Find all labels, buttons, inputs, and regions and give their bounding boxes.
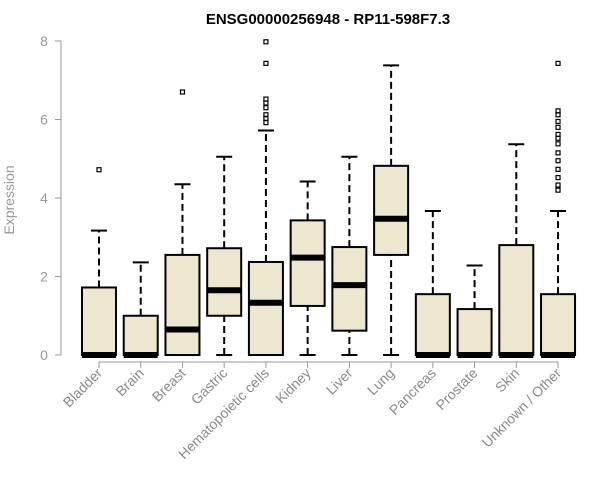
outlier-point xyxy=(555,131,561,138)
box-rect xyxy=(414,293,451,357)
outlier-point xyxy=(263,60,269,66)
outlier-point xyxy=(263,112,269,118)
x-tick-label: Prostate xyxy=(433,365,481,413)
x-tick-label: Bladder xyxy=(60,365,106,411)
y-tick-label: 2 xyxy=(40,269,48,285)
outlier-point xyxy=(555,174,561,181)
box-unknown-other xyxy=(540,60,577,358)
box-rect xyxy=(206,247,243,317)
outlier-point xyxy=(555,60,561,66)
outlier-point xyxy=(263,105,269,111)
outlier-point xyxy=(555,150,561,156)
outlier-point xyxy=(555,166,561,172)
box-rect xyxy=(289,219,326,307)
outlier-point xyxy=(555,141,561,147)
box-rect xyxy=(81,286,117,356)
box-kidney xyxy=(289,180,326,356)
box-gastric xyxy=(206,155,243,356)
y-tick-label: 4 xyxy=(40,190,48,206)
x-tick-label: Lung xyxy=(364,365,397,398)
box-hematopoietic-cells xyxy=(247,39,284,357)
box-rect xyxy=(456,308,493,357)
outlier-point xyxy=(263,96,269,102)
x-tick-label: Skin xyxy=(492,365,523,396)
chart-title: ENSG00000256948 - RP11-598F7.3 xyxy=(206,11,450,28)
y-axis-label: Expression xyxy=(1,165,17,234)
box-rect xyxy=(164,253,201,357)
outlier-point xyxy=(555,118,561,125)
outlier-point xyxy=(555,158,561,164)
y-axis: 0 2 4 6 8 xyxy=(40,33,62,363)
y-tick-label: 0 xyxy=(40,347,48,363)
outlier-point xyxy=(96,167,102,173)
outlier-point xyxy=(555,187,561,193)
box-breast xyxy=(164,89,201,357)
x-tick-label: Liver xyxy=(323,365,356,398)
outlier-point xyxy=(555,182,561,188)
outlier-point xyxy=(263,39,269,45)
box-liver xyxy=(331,155,368,356)
box-rect xyxy=(540,293,577,357)
y-tick-label: 8 xyxy=(40,33,48,49)
box-rect xyxy=(498,244,535,357)
box-bladder xyxy=(81,167,117,358)
x-tick-label: Kidney xyxy=(272,365,314,407)
box-rect xyxy=(331,246,368,332)
box-pancreas xyxy=(414,209,451,358)
boxes-group xyxy=(81,39,577,358)
x-tick-label: Breast xyxy=(149,365,189,405)
outlier-point xyxy=(263,120,269,126)
box-rect xyxy=(122,314,159,356)
box-rect xyxy=(247,260,284,357)
box-skin xyxy=(498,143,535,358)
outlier-point xyxy=(555,124,561,130)
box-rect xyxy=(373,164,410,256)
box-brain xyxy=(122,261,159,358)
outlier-point xyxy=(555,108,561,114)
box-lung xyxy=(373,64,410,356)
x-tick-label: Brain xyxy=(112,365,146,399)
outlier-point xyxy=(179,89,186,95)
y-tick-label: 6 xyxy=(40,112,48,128)
x-tick-label: Unknown / Other xyxy=(479,365,565,451)
box-prostate xyxy=(456,264,493,358)
